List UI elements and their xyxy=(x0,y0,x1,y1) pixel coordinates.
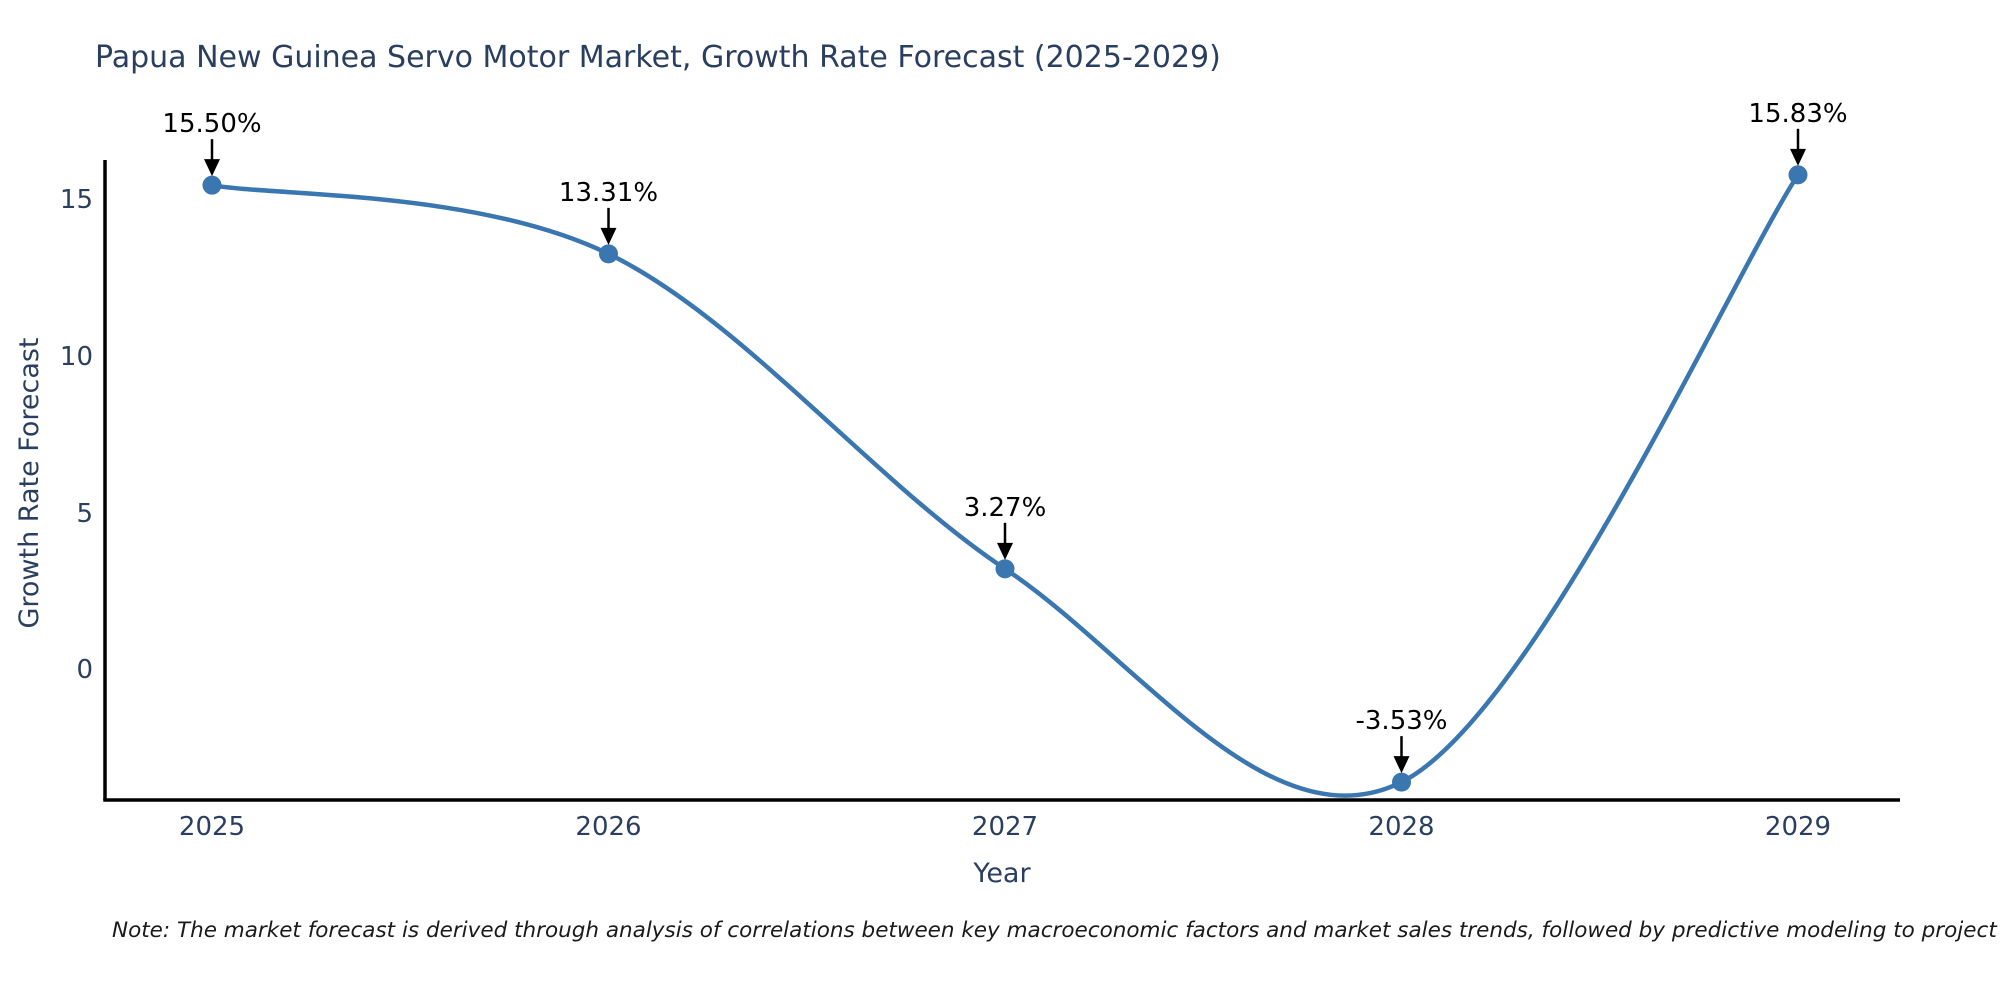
data-point-marker xyxy=(1788,165,1808,185)
data-point-marker xyxy=(995,559,1015,579)
chart-title: Papua New Guinea Servo Motor Market, Gro… xyxy=(95,40,1221,75)
annotation-arrowhead xyxy=(204,159,220,177)
y-tick-label: 0 xyxy=(76,655,93,686)
footnote: Note: The market forecast is derived thr… xyxy=(112,918,2000,943)
x-tick-label: 2025 xyxy=(178,812,246,842)
x-tick-label: 2029 xyxy=(1764,812,1832,842)
y-tick-label: 10 xyxy=(59,341,93,372)
y-axis-title: Growth Rate Forecast xyxy=(14,337,45,629)
annotation-arrowhead xyxy=(1790,148,1806,166)
point-value-label: -3.53% xyxy=(1355,706,1448,737)
point-value-label: 15.50% xyxy=(162,109,262,140)
x-tick-label: 2028 xyxy=(1368,812,1435,842)
x-tick-label: 2027 xyxy=(971,812,1039,842)
point-value-label: 13.31% xyxy=(558,177,659,208)
x-axis-title: Year xyxy=(973,858,1031,889)
y-tick-label: 15 xyxy=(59,184,93,215)
point-value-label: 15.83% xyxy=(1748,98,1848,129)
x-tick-label: 2026 xyxy=(575,812,642,842)
point-value-label: 3.27% xyxy=(963,492,1047,523)
annotation-arrowhead xyxy=(1393,756,1410,774)
annotation-arrowhead xyxy=(997,542,1013,560)
data-point-marker xyxy=(599,244,618,264)
data-point-marker xyxy=(202,175,222,195)
line-series xyxy=(209,172,1801,798)
data-point-marker xyxy=(1392,772,1411,792)
y-tick-label: 5 xyxy=(76,498,93,529)
annotation-arrowhead xyxy=(600,227,617,245)
